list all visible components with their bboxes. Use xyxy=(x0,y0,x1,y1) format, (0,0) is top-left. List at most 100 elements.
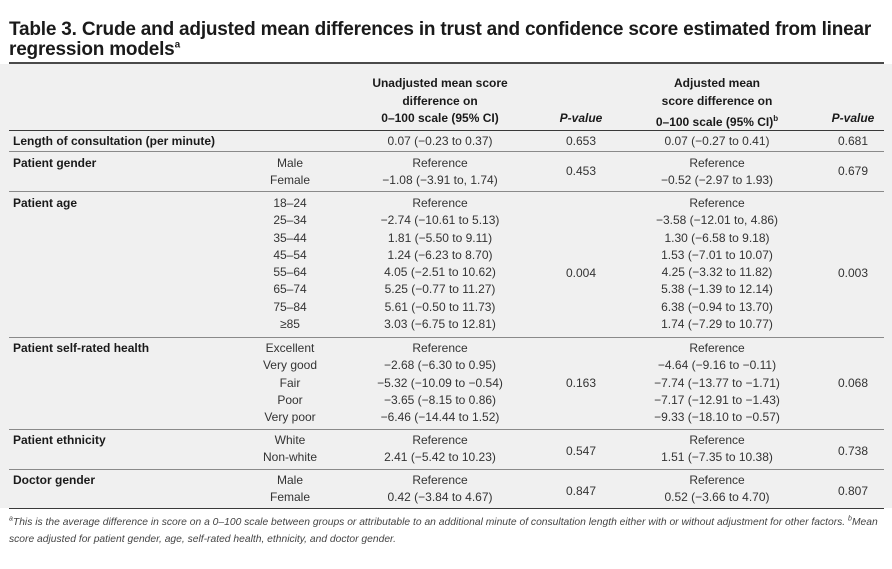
adjusted-value: 1.30 (−6.58 to 9.18) xyxy=(664,230,770,245)
adjusted-value: 0.52 (−3.66 to 4.70) xyxy=(664,490,770,505)
pvalue-unadjusted: 0.163 xyxy=(565,376,597,390)
adjusted-value: 4.25 (−3.32 to 11.82) xyxy=(661,265,773,280)
header-unadjusted-line1: Unadjusted mean score xyxy=(372,76,508,90)
category-label: Fair xyxy=(279,375,301,390)
row-label-self-rated-health: Patient self-rated health xyxy=(13,341,150,355)
unadjusted-value: 4.05 (−2.51 to 10.62) xyxy=(384,265,496,280)
adjusted-value: Reference xyxy=(689,341,745,355)
data-table xyxy=(0,64,892,508)
table-footnote: aThis is the average difference in score… xyxy=(9,514,879,548)
row-separator xyxy=(9,469,884,470)
title-footnote-marker: a xyxy=(174,39,181,51)
unadjusted-value: −2.74 (−10.61 to 5.13) xyxy=(380,213,500,228)
adjusted-value: −9.33 (−18.10 to −0.57) xyxy=(654,410,780,425)
adjusted-value: 5.38 (−1.39 to 12.14) xyxy=(661,282,773,297)
category-label: Female xyxy=(269,173,310,188)
row-separator xyxy=(9,429,884,430)
header-adjusted-line1: Adjusted mean xyxy=(673,76,760,90)
adjusted-value: 1.51 (−7.35 to 10.38) xyxy=(661,450,773,465)
unadjusted-value: 1.81 (−5.50 to 9.11) xyxy=(387,230,493,245)
adjusted-values: Reference 0.52 (−3.66 to 4.70) xyxy=(617,472,817,507)
row-separator xyxy=(9,191,884,192)
table-title-text: Table 3. Crude and adjusted mean differe… xyxy=(9,19,872,60)
category-label: Poor xyxy=(277,392,303,407)
pvalue-adjusted: 0.003 xyxy=(837,266,869,280)
pvalue-adjusted: 0.807 xyxy=(837,484,869,498)
unadjusted-value: Reference xyxy=(412,196,468,210)
unadjusted-value: Reference xyxy=(412,341,468,355)
category-label: White xyxy=(274,433,306,447)
category-label: Non-white xyxy=(262,450,318,465)
row-label-doctor-gender: Doctor gender xyxy=(13,473,96,487)
category-label: Very good xyxy=(262,358,318,373)
category-label: 35–44 xyxy=(273,230,307,245)
category-label: 55–64 xyxy=(273,265,307,280)
row-label-patient-age: Patient age xyxy=(13,196,78,210)
header-pvalue2-text: P-value xyxy=(831,111,875,125)
unadjusted-value: 5.61 (−0.50 to 11.73) xyxy=(384,299,496,314)
row-separator xyxy=(9,151,884,152)
category-label: Male xyxy=(276,473,303,487)
unadjusted-value: −6.46 (−14.44 to 1.52) xyxy=(380,410,500,425)
header-pvalue-unadjusted: P-value xyxy=(540,110,622,128)
pvalue-adjusted: 0.738 xyxy=(837,444,869,458)
unadjusted-value: −1.08 (−3.91 to, 1.74) xyxy=(382,173,498,188)
adjusted-value: −4.64 (−9.16 to −0.11) xyxy=(657,358,777,373)
adjusted-value: 0.07 (−0.27 to 0.41) xyxy=(664,134,770,148)
category-label: 25–34 xyxy=(273,213,307,228)
unadjusted-value: 5.25 (−0.77 to 11.27) xyxy=(384,282,496,297)
header-adjusted-footnote-marker: b xyxy=(773,114,779,123)
unadjusted-value: 1.24 (−6.23 to 8.70) xyxy=(387,247,493,262)
unadjusted-values: Reference 0.42 (−3.84 to 4.67) xyxy=(340,472,540,507)
category-label: 45–54 xyxy=(273,247,307,262)
category-label: 75–84 xyxy=(273,299,307,314)
category-list: Excellent Very good Fair Poor Very poor xyxy=(200,340,380,426)
footnote-a-text: This is the average difference in score … xyxy=(12,517,846,528)
header-unadjusted: Unadjusted mean score difference on 0–10… xyxy=(340,75,540,128)
category-list: Male Female xyxy=(200,155,380,190)
pvalue-unadjusted: 0.453 xyxy=(565,164,597,178)
adjusted-value: −0.52 (−2.97 to 1.93) xyxy=(660,173,774,188)
unadjusted-value: Reference xyxy=(412,473,468,487)
table-bottom-rule xyxy=(9,508,884,509)
row-separator xyxy=(9,337,884,338)
unadjusted-values: Reference 2.41 (−5.42 to 10.23) xyxy=(340,432,540,467)
unadjusted-value: 3.03 (−6.75 to 12.81) xyxy=(384,317,496,332)
unadjusted-value: 0.42 (−3.84 to 4.67) xyxy=(387,490,493,505)
category-label: Male xyxy=(276,156,303,170)
category-label: ≥85 xyxy=(280,317,300,332)
pvalue-unadjusted: 0.004 xyxy=(565,266,597,280)
pvalue-unadjusted: 0.847 xyxy=(565,484,597,498)
title-rule xyxy=(9,62,884,64)
unadjusted-value: −5.32 (−10.09 to −0.54) xyxy=(377,375,503,390)
table-title: Table 3. Crude and adjusted mean differe… xyxy=(9,20,879,60)
pvalue-adjusted: 0.068 xyxy=(837,376,869,390)
adjusted-values: Reference −4.64 (−9.16 to −0.11) −7.74 (… xyxy=(617,340,817,426)
header-pvalue-adjusted: P-value xyxy=(812,110,892,128)
category-label: 18–24 xyxy=(273,196,307,210)
header-unadjusted-line3: 0–100 scale (95% CI) xyxy=(381,111,499,125)
adjusted-value: −7.17 (−12.91 to −1.43) xyxy=(654,392,780,407)
footnote-marker-a: a xyxy=(9,515,13,523)
header-adjusted-line2: score difference on xyxy=(661,93,773,108)
row-label-patient-gender: Patient gender xyxy=(13,156,97,170)
unadjusted-value: Reference xyxy=(412,156,468,170)
header-adjusted-line3: 0–100 scale (95% CI) xyxy=(655,115,774,129)
header-adjusted: Adjusted mean score difference on 0–100 … xyxy=(617,75,817,132)
category-label: Very poor xyxy=(264,410,316,425)
header-pvalue1-text: P-value xyxy=(559,111,603,125)
unadjusted-value: −2.68 (−6.30 to 0.95) xyxy=(383,358,497,373)
adjusted-value: Reference xyxy=(689,196,745,210)
adjusted-values: Reference −3.58 (−12.01 to, 4.86) 1.30 (… xyxy=(617,195,817,333)
unadjusted-values: Reference −2.68 (−6.30 to 0.95) −5.32 (−… xyxy=(340,340,540,426)
row-label-consultation-length: Length of consultation (per minute) xyxy=(13,134,215,148)
adjusted-value: 1.53 (−7.01 to 10.07) xyxy=(661,247,773,262)
adjusted-value: Reference xyxy=(689,156,745,170)
adjusted-values: Reference −0.52 (−2.97 to 1.93) xyxy=(617,155,817,190)
category-label: Female xyxy=(269,490,310,505)
adjusted-values: Reference 1.51 (−7.35 to 10.38) xyxy=(617,432,817,467)
adjusted-value: −3.58 (−12.01 to, 4.86) xyxy=(655,213,779,228)
category-list: White Non-white xyxy=(200,432,380,467)
unadjusted-value: −3.65 (−8.15 to 0.86) xyxy=(383,392,497,407)
header-unadjusted-line2: difference on xyxy=(402,93,478,108)
